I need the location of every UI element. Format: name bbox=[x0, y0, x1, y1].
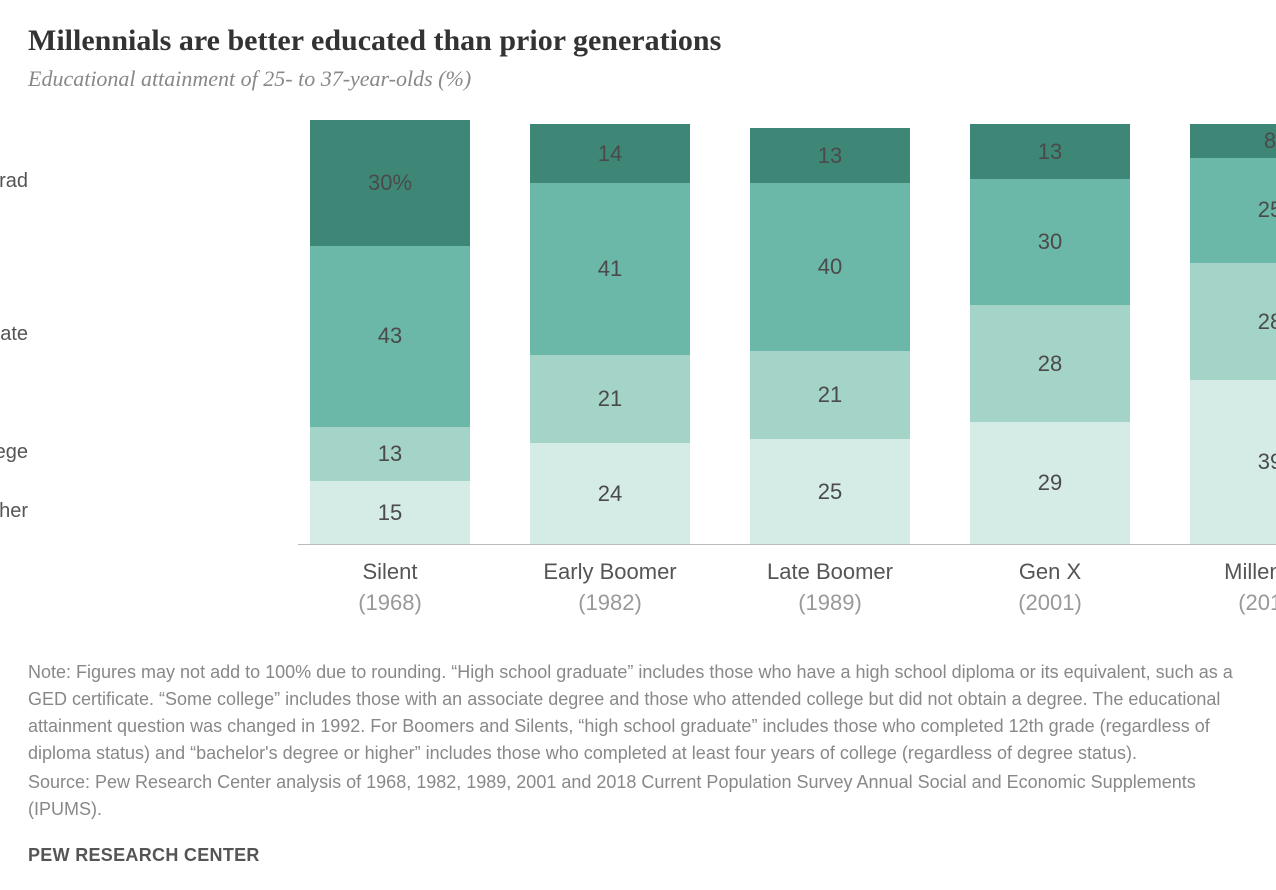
bar-segment: 8 bbox=[1190, 124, 1276, 158]
y-axis-label: High school graduate bbox=[0, 323, 28, 346]
bar-column: 29283013 bbox=[970, 120, 1130, 544]
bar-segment: 29 bbox=[970, 422, 1130, 544]
chart-subtitle: Educational attainment of 25- to 37-year… bbox=[28, 66, 1248, 92]
bar-column: 15134330% bbox=[310, 120, 470, 544]
x-axis-label: Millennial(2018) bbox=[1190, 557, 1276, 619]
bar-segment: 13 bbox=[750, 128, 910, 183]
x-axis-label: Early Boomer(1982) bbox=[530, 557, 690, 619]
bar-segment: 43 bbox=[310, 246, 470, 427]
bar-segment: 14 bbox=[530, 124, 690, 183]
x-axis-label: Gen X(2001) bbox=[970, 557, 1130, 619]
bar-segment: 28 bbox=[1190, 263, 1276, 381]
bar-segment: 15 bbox=[310, 481, 470, 544]
bar-column: 3928258 bbox=[1190, 120, 1276, 544]
bar-segment: 28 bbox=[970, 305, 1130, 423]
chart-source: Source: Pew Research Center analysis of … bbox=[28, 769, 1248, 823]
bar-segment: 41 bbox=[530, 183, 690, 355]
y-axis-label: Less than high school grad bbox=[0, 170, 28, 193]
bar-segment: 30% bbox=[310, 120, 470, 246]
bar-segment: 25 bbox=[750, 439, 910, 544]
y-axis-label: Some college bbox=[0, 441, 28, 464]
bar-segment: 13 bbox=[310, 427, 470, 482]
bar-segment: 13 bbox=[970, 124, 1130, 179]
bar-segment: 24 bbox=[530, 443, 690, 544]
x-axis-label: Late Boomer(1989) bbox=[750, 557, 910, 619]
bar-segment: 39 bbox=[1190, 380, 1276, 544]
x-axis-labels: Silent(1968) Early Boomer(1982) Late Boome… bbox=[298, 557, 1276, 619]
bar-column: 25214013 bbox=[750, 120, 910, 544]
bar-segment: 40 bbox=[750, 183, 910, 351]
x-axis-label: Silent(1968) bbox=[310, 557, 470, 619]
bar-segment: 21 bbox=[750, 351, 910, 439]
chart-title: Millennials are better educated than pri… bbox=[28, 24, 1248, 58]
y-axis-label: Bachelor's degree or higher bbox=[0, 500, 28, 523]
bar-column: 24214114 bbox=[530, 120, 690, 544]
chart-area: Bachelor's degree or higherSome collegeH… bbox=[28, 120, 1248, 619]
bars-container: 15134330%2421411425214013292830133928258 bbox=[298, 120, 1276, 545]
bar-segment: 25 bbox=[1190, 158, 1276, 263]
bar-segment: 21 bbox=[530, 355, 690, 443]
chart-note: Note: Figures may not add to 100% due to… bbox=[28, 659, 1248, 767]
chart-attribution: PEW RESEARCH CENTER bbox=[28, 845, 1248, 866]
bar-segment: 30 bbox=[970, 179, 1130, 305]
y-axis-labels: Bachelor's degree or higherSome collegeH… bbox=[28, 120, 38, 544]
